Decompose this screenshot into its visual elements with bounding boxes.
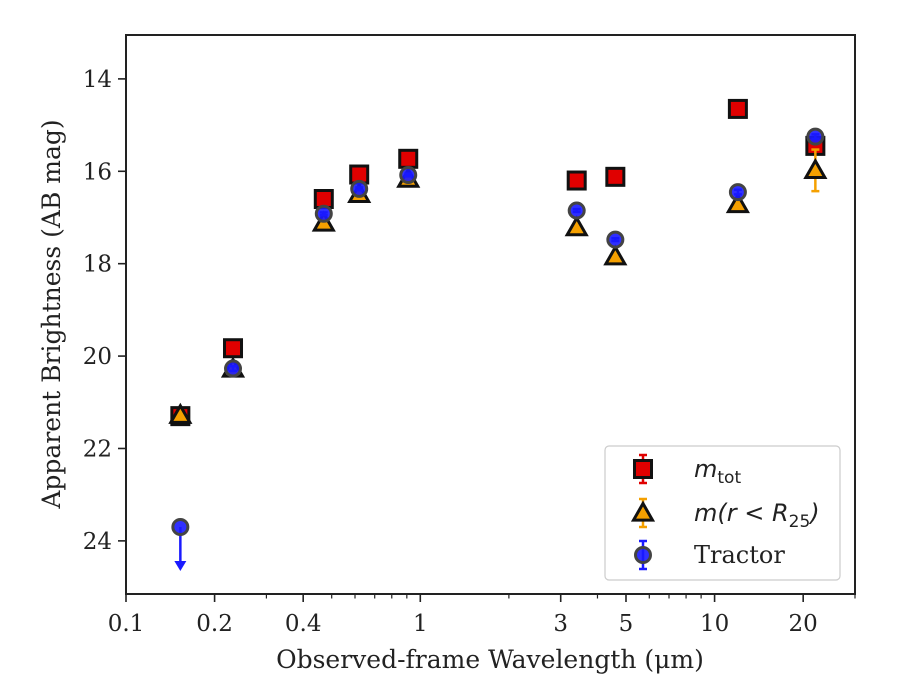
legend-box: [604, 445, 841, 581]
x-tick-label: 0.4: [285, 611, 322, 637]
data-point-circle: [350, 179, 369, 198]
y-tick-label: 16: [83, 159, 112, 185]
data-point-square: [727, 98, 748, 119]
upper-limit-arrow: [174, 561, 187, 572]
x-tick-label: 5: [619, 611, 634, 637]
plot-frame: [125, 34, 856, 595]
y-tick-label: 18: [83, 252, 112, 278]
data-point-triangle: [725, 192, 750, 214]
legend-marker: [633, 459, 653, 479]
y-axis-label: Apparent Brightness (AB mag): [37, 119, 66, 509]
y-tick-label: 22: [83, 436, 112, 462]
legend-label: Tractor: [694, 541, 785, 569]
data-point-triangle: [603, 244, 628, 266]
data-point-circle: [728, 183, 747, 202]
x-tick-label: 3: [553, 611, 568, 637]
x-tick-label: 20: [789, 611, 818, 637]
legend-marker: [630, 500, 656, 522]
data-point-circle: [399, 165, 418, 184]
data-point-square: [398, 148, 419, 169]
axis-ticks: 0.1 0.2 0.4 1 3 5 10 20 14 16 18 20 22 24: [83, 67, 856, 637]
legend-item: Tractor: [634, 539, 785, 571]
data-point-triangle: [564, 215, 589, 237]
x-tick-label: 10: [700, 611, 729, 637]
data-point-circle: [224, 359, 243, 378]
series-2: [168, 148, 828, 424]
series-1: [170, 98, 826, 427]
x-tick-label: 0.1: [108, 611, 145, 637]
series-3: [171, 127, 825, 572]
data-point-circle: [606, 230, 625, 249]
x-tick-label: 1: [413, 611, 428, 637]
data-point-circle: [171, 518, 190, 537]
data-point-square: [223, 338, 244, 359]
data-marks: [168, 98, 828, 572]
data-point-square: [566, 170, 587, 191]
y-tick-label: 14: [83, 67, 112, 93]
data-point-triangle: [168, 402, 193, 424]
x-tick-label: 0.2: [196, 611, 233, 637]
data-point-circle: [314, 204, 333, 223]
data-point-circle: [806, 127, 825, 146]
data-point-square: [605, 166, 626, 187]
y-tick-label: 20: [83, 344, 112, 370]
data-point-triangle: [803, 157, 828, 179]
data-point-circle: [567, 201, 586, 220]
y-tick-label: 24: [83, 529, 112, 555]
x-axis-label: Observed-frame Wavelength (μm): [276, 645, 704, 674]
legend-marker: [634, 546, 652, 564]
